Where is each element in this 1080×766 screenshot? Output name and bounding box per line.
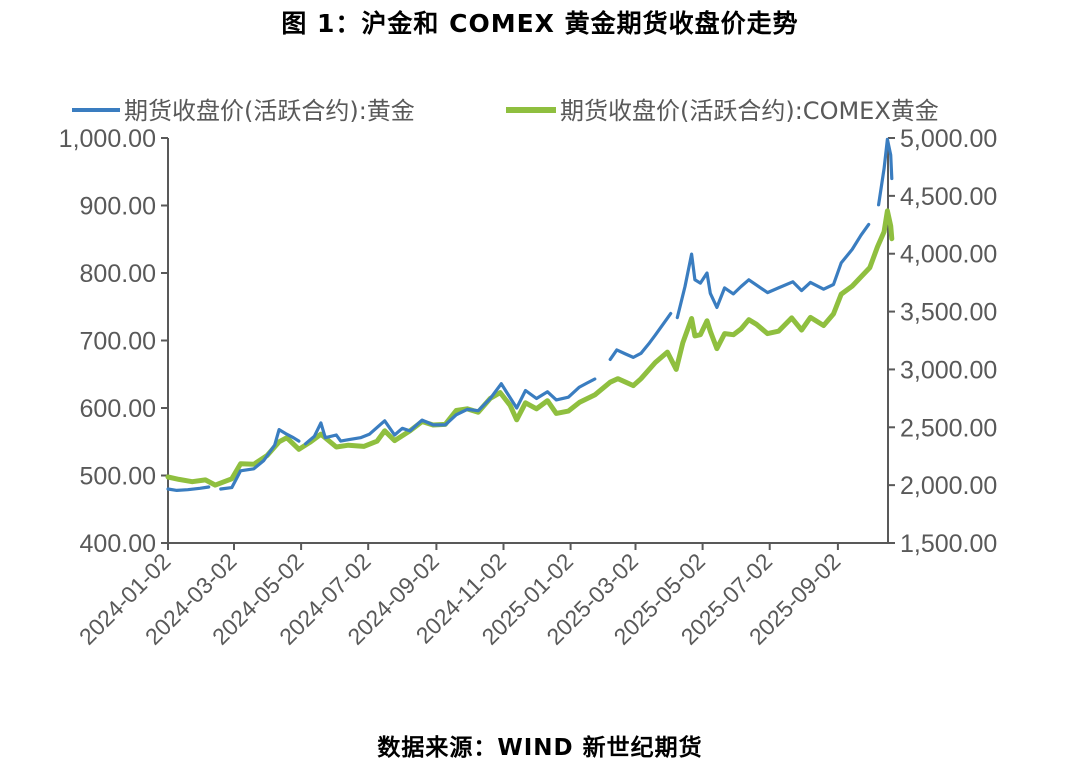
series-line-gold-shfe: [166, 137, 894, 492]
series-line-gold-comex: [165, 208, 895, 488]
right-axis-tick-label: 4,500.00: [900, 183, 997, 211]
left-axis-tick-label: 500.00: [80, 463, 156, 491]
left-axis-tick-label: 400.00: [80, 530, 156, 558]
left-axis-tick-label: 1,000.00: [59, 125, 156, 153]
chart-source: 数据来源：WIND 新世纪期货: [377, 735, 703, 761]
left-axis-tick-label: 900.00: [80, 193, 156, 221]
left-axis-tick-label: 800.00: [80, 260, 156, 288]
axes: 1,000.00 900.00 800.00 700.00 600.00 500.00 40…: [59, 125, 998, 650]
series-layer: [165, 137, 895, 492]
right-axis-tick-label: 5,000.00: [900, 125, 997, 153]
right-axis-tick-label: 2,500.00: [900, 414, 997, 442]
right-axis-tick-label: 3,000.00: [900, 356, 997, 384]
legend-label-gold-shfe: 期货收盘价(活跃合约):黄金: [124, 97, 415, 125]
right-axis-tick-label: 1,500.00: [900, 530, 997, 558]
left-axis-tick-label: 600.00: [80, 395, 156, 423]
right-axis-tick-label: 2,000.00: [900, 472, 997, 500]
chart-title: 图 1：沪金和 COMEX 黄金期货收盘价走势: [281, 9, 799, 38]
legend-label-gold-comex: 期货收盘价(活跃合约):COMEX黄金: [560, 97, 939, 125]
right-axis-tick-label: 4,000.00: [900, 241, 997, 269]
legend: 期货收盘价(活跃合约):黄金 期货收盘价(活跃合约):COMEX黄金: [72, 97, 939, 125]
left-axis-tick-label: 700.00: [80, 328, 156, 356]
right-axis-tick-label: 3,500.00: [900, 299, 997, 327]
